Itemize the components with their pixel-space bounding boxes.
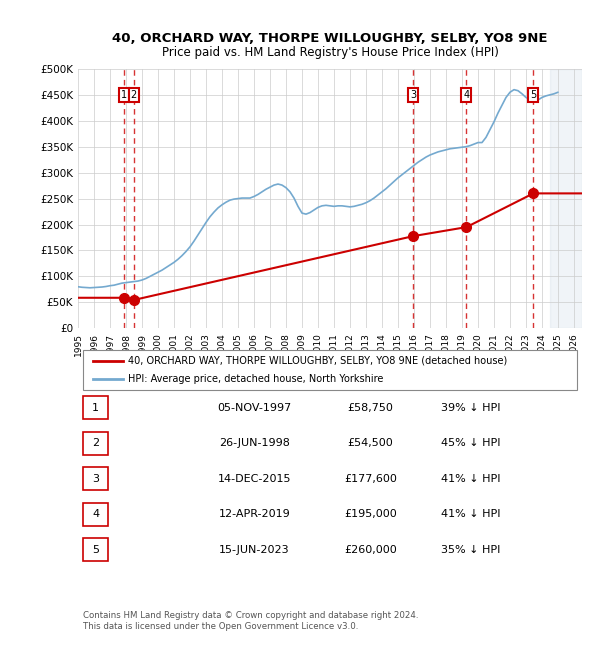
FancyBboxPatch shape bbox=[83, 502, 108, 526]
Text: 2: 2 bbox=[92, 438, 99, 448]
Text: HPI: Average price, detached house, North Yorkshire: HPI: Average price, detached house, Nort… bbox=[128, 374, 384, 384]
Text: Price paid vs. HM Land Registry's House Price Index (HPI): Price paid vs. HM Land Registry's House … bbox=[161, 46, 499, 59]
Text: 4: 4 bbox=[463, 90, 470, 100]
FancyBboxPatch shape bbox=[83, 396, 108, 419]
Text: £54,500: £54,500 bbox=[347, 438, 393, 448]
Text: 05-NOV-1997: 05-NOV-1997 bbox=[217, 402, 292, 413]
Text: Contains HM Land Registry data © Crown copyright and database right 2024.
This d: Contains HM Land Registry data © Crown c… bbox=[83, 612, 419, 630]
Text: 12-APR-2019: 12-APR-2019 bbox=[218, 509, 290, 519]
Text: 35% ↓ HPI: 35% ↓ HPI bbox=[442, 545, 501, 554]
FancyBboxPatch shape bbox=[83, 538, 108, 562]
Text: 4: 4 bbox=[92, 509, 99, 519]
Text: 40, ORCHARD WAY, THORPE WILLOUGHBY, SELBY, YO8 9NE: 40, ORCHARD WAY, THORPE WILLOUGHBY, SELB… bbox=[112, 32, 548, 45]
Text: 40, ORCHARD WAY, THORPE WILLOUGHBY, SELBY, YO8 9NE (detached house): 40, ORCHARD WAY, THORPE WILLOUGHBY, SELB… bbox=[128, 356, 508, 366]
Text: £260,000: £260,000 bbox=[344, 545, 397, 554]
Text: 26-JUN-1998: 26-JUN-1998 bbox=[219, 438, 290, 448]
FancyBboxPatch shape bbox=[83, 432, 108, 455]
Text: 5: 5 bbox=[530, 90, 536, 100]
Text: 1: 1 bbox=[92, 402, 99, 413]
Text: 15-JUN-2023: 15-JUN-2023 bbox=[219, 545, 290, 554]
FancyBboxPatch shape bbox=[83, 350, 577, 390]
Bar bbox=[550, 69, 582, 328]
Text: 2: 2 bbox=[131, 90, 137, 100]
FancyBboxPatch shape bbox=[83, 467, 108, 490]
Text: 41% ↓ HPI: 41% ↓ HPI bbox=[442, 509, 501, 519]
Text: 3: 3 bbox=[410, 90, 416, 100]
Text: 5: 5 bbox=[92, 545, 99, 554]
Text: 39% ↓ HPI: 39% ↓ HPI bbox=[442, 402, 501, 413]
Text: £195,000: £195,000 bbox=[344, 509, 397, 519]
Text: 45% ↓ HPI: 45% ↓ HPI bbox=[442, 438, 501, 448]
Text: 3: 3 bbox=[92, 474, 99, 484]
Text: 1: 1 bbox=[121, 90, 127, 100]
Text: 41% ↓ HPI: 41% ↓ HPI bbox=[442, 474, 501, 484]
Text: £58,750: £58,750 bbox=[347, 402, 393, 413]
Text: 14-DEC-2015: 14-DEC-2015 bbox=[218, 474, 291, 484]
Text: £177,600: £177,600 bbox=[344, 474, 397, 484]
